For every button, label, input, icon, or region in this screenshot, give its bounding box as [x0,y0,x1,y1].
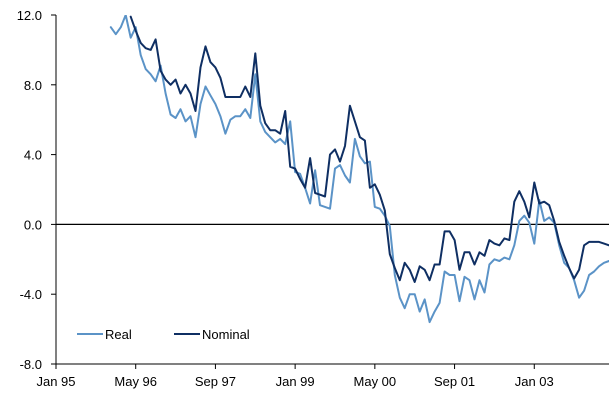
series-layer [109,15,609,324]
y-tick-label: 0.0 [24,217,42,232]
x-tick-label: Jan 99 [276,374,315,389]
x-tick-label: Sep 01 [434,374,475,389]
x-tick-label: Jan 03 [515,374,554,389]
y-tick-label: 4.0 [24,148,42,163]
y-tick-label: 12.0 [17,8,42,23]
series-line-real [109,15,609,324]
x-tick-label: Sep 97 [195,374,236,389]
series-line-nominal [129,15,609,283]
x-tick-label: May 96 [114,374,157,389]
y-tick-label: 8.0 [24,78,42,93]
x-tick-label: May 00 [354,374,397,389]
legend-label-real: Real [105,327,132,342]
x-axis: Jan 95 May 96 Sep 97 Jan 99 May 00 Sep 01 Jan … [36,363,609,389]
legend: Real Nominal [77,327,250,342]
legend-label-nominal: Nominal [202,327,250,342]
y-tick-label: -4.0 [20,287,42,302]
y-axis: -8.0 -4.0 0.0 4.0 8.0 12.0 [17,8,57,372]
y-tick-label: -8.0 [20,357,42,372]
x-tick-label: Jan 95 [36,374,75,389]
